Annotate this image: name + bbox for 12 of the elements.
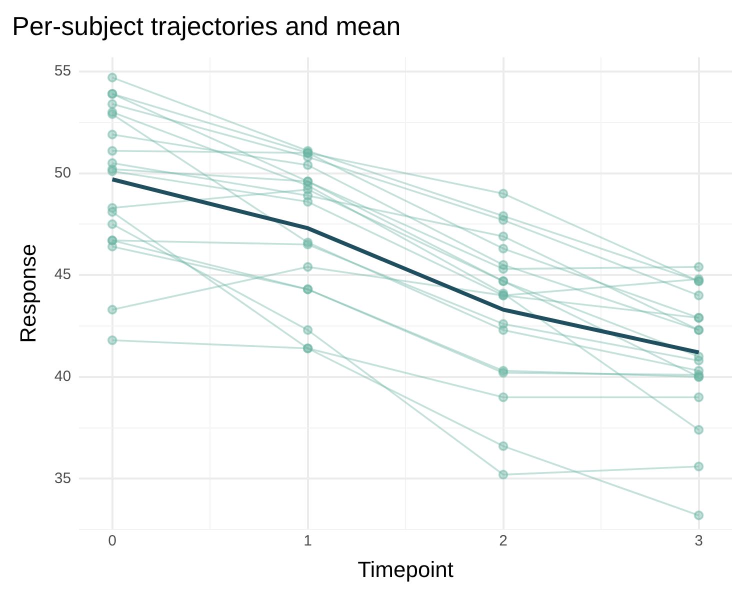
x-axis-title: Timepoint bbox=[358, 556, 454, 582]
x-tick-label: 0 bbox=[108, 532, 116, 550]
y-tick-label: 40 bbox=[54, 368, 72, 386]
y-tick-label: 45 bbox=[54, 266, 72, 284]
x-tick-label: 1 bbox=[304, 532, 312, 550]
y-tick-label: 55 bbox=[54, 62, 72, 80]
x-tick-label: 3 bbox=[694, 532, 703, 550]
y-axis-title: Response bbox=[15, 244, 40, 343]
y-tick-label: 35 bbox=[54, 470, 72, 487]
chart-title: Per-subject trajectories and mean bbox=[12, 10, 401, 41]
y-tick-label: 50 bbox=[54, 164, 72, 182]
x-tick-label: 2 bbox=[499, 532, 508, 550]
